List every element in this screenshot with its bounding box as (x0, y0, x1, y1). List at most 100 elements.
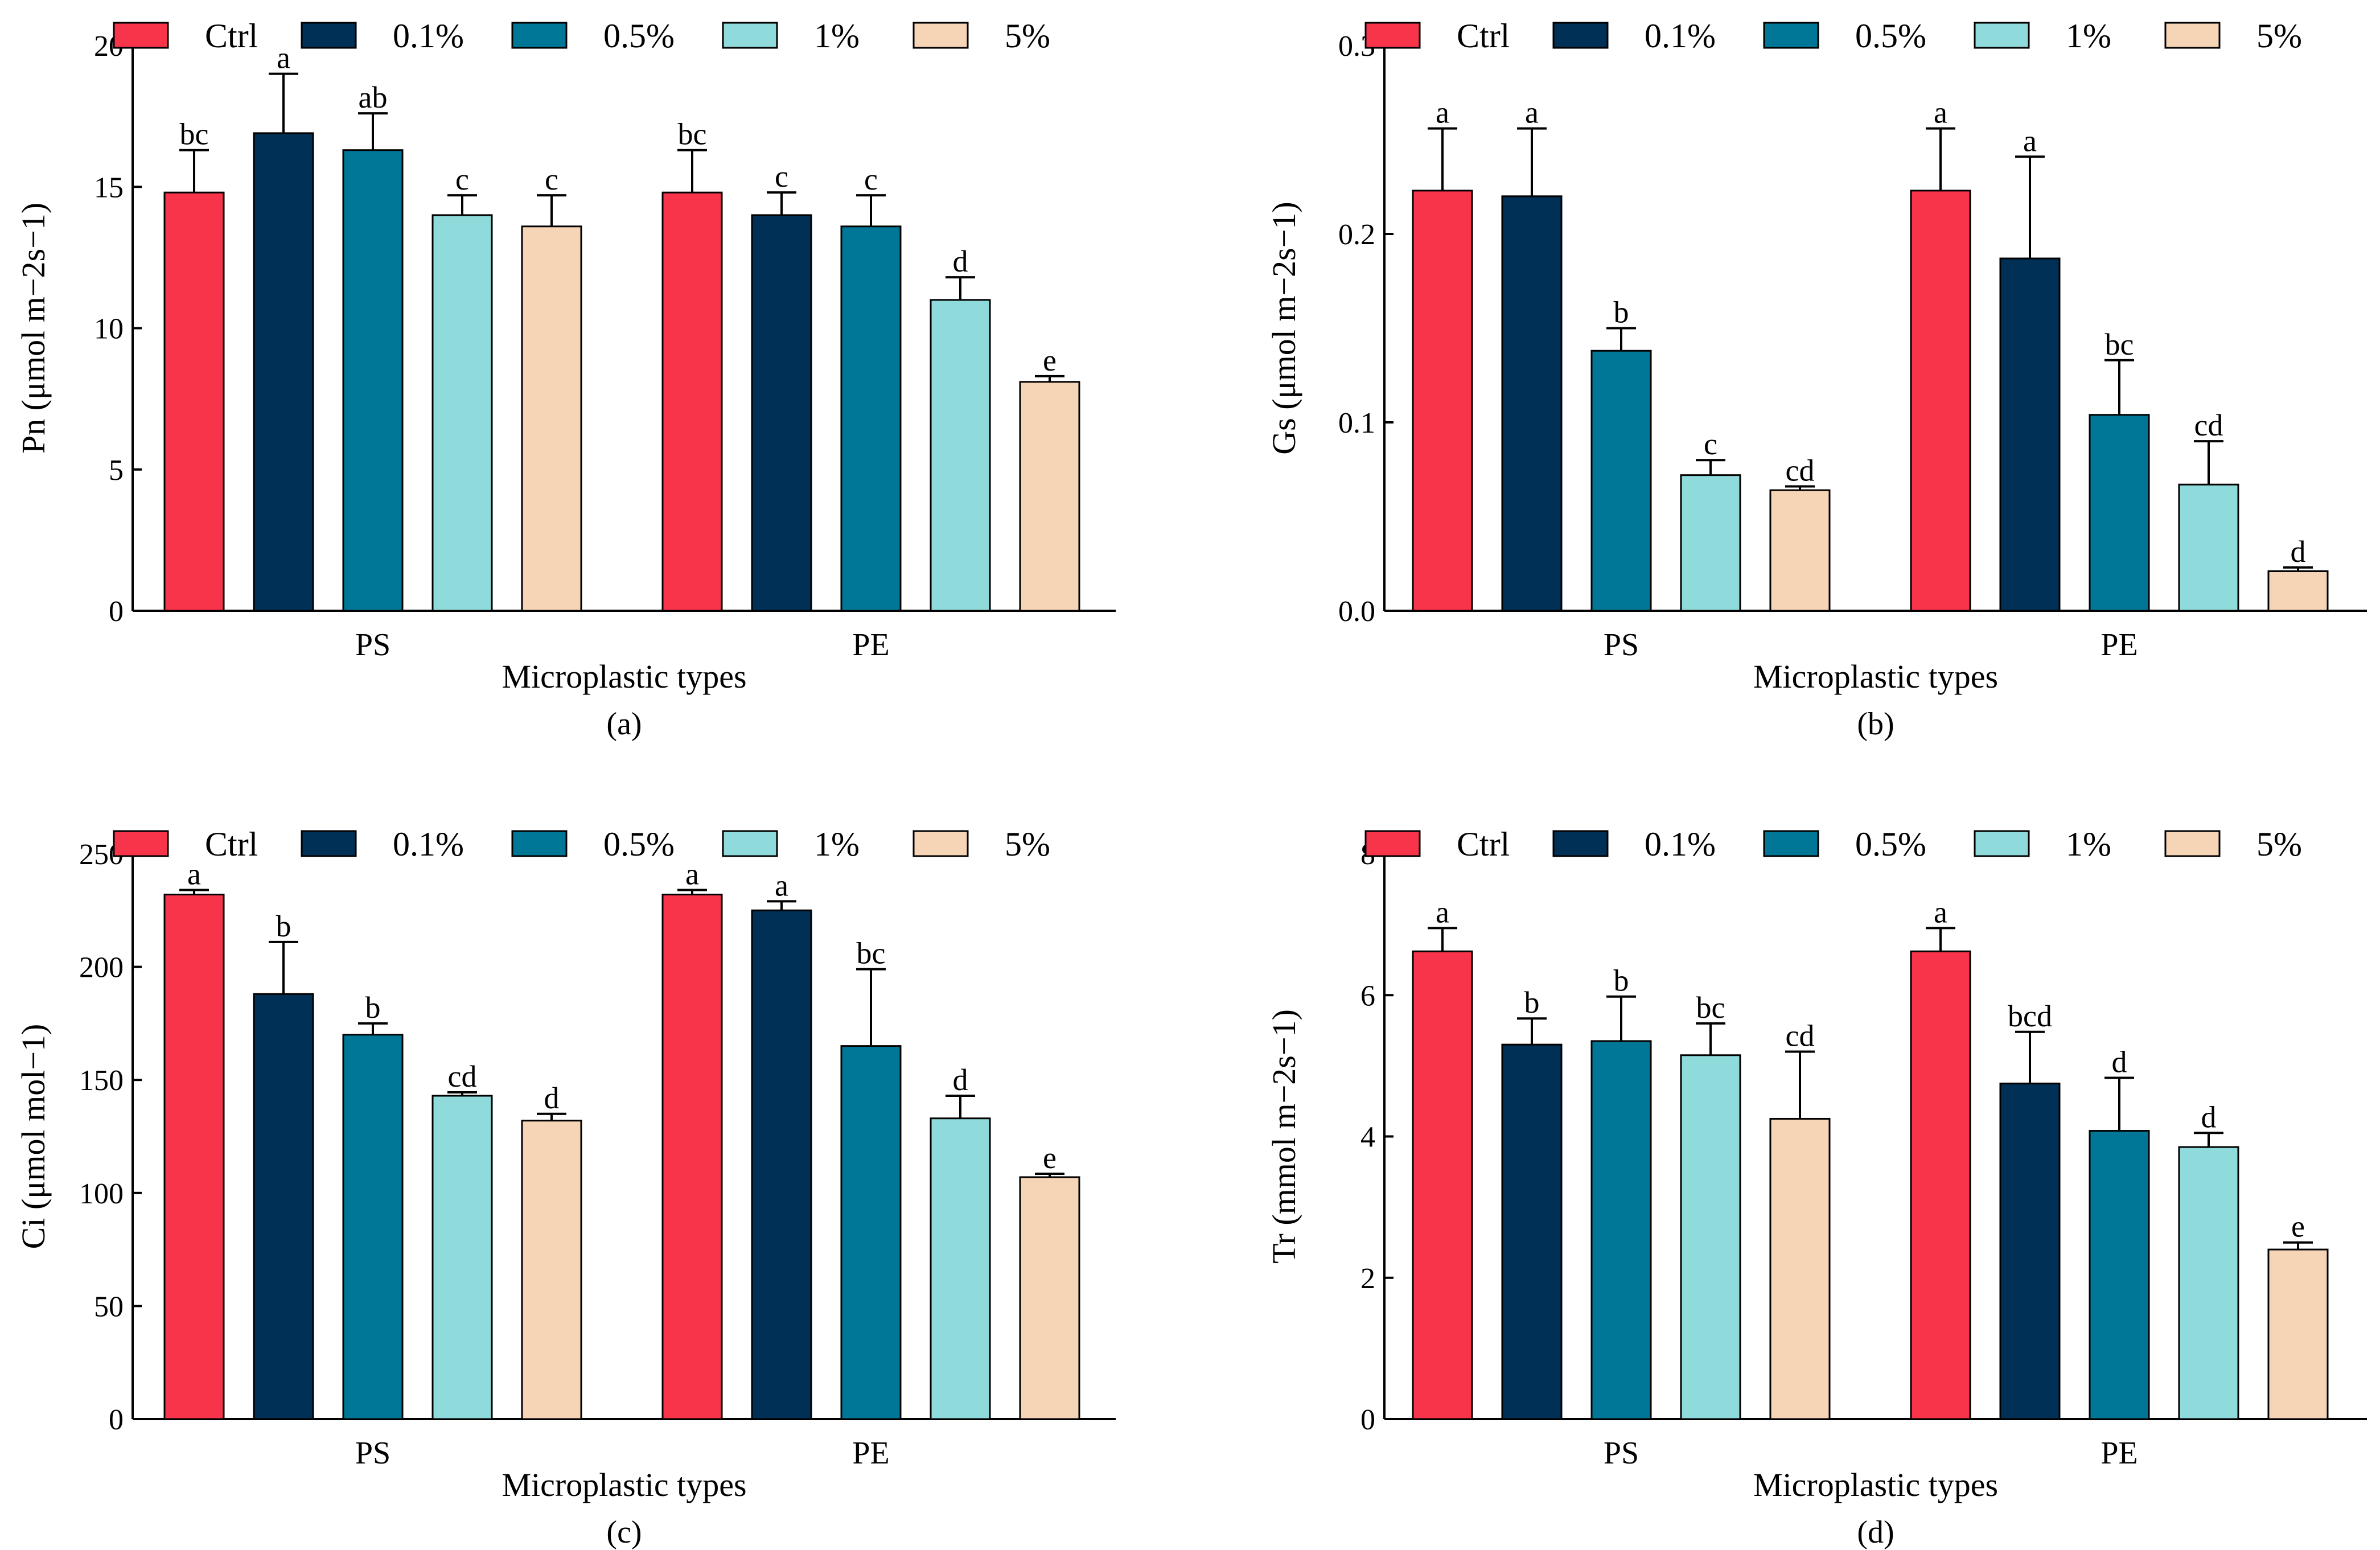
bar-pe-ctrl (1910, 190, 1971, 612)
legend-label: Ctrl (205, 17, 258, 55)
legend-swatch-1pct (722, 830, 778, 857)
legend-swatch-0p5pct (511, 830, 568, 857)
legend-label: 5% (1005, 17, 1050, 55)
significance-letter: a (2023, 124, 2037, 158)
bar-ps-ctrl (163, 191, 225, 612)
legend-label: 1% (814, 825, 860, 863)
bar-pe-0p1pct (1999, 1082, 2061, 1420)
significance-letter: a (1934, 96, 1947, 130)
legend: Ctrl 0.1% 0.5% 1% 5% (1364, 17, 2302, 55)
significance-letter: ab (359, 80, 388, 114)
x-category-label: PS (1604, 627, 1639, 663)
chart-panel-d: 02468abbbccdPSabcdddePEMicroplastic type… (1265, 825, 2367, 1550)
y-tick-label: 15 (94, 171, 124, 204)
bar-ps-0p5pct (342, 149, 404, 612)
significance-letter: b (1524, 985, 1540, 1019)
x-category-label: PE (852, 1436, 889, 1471)
significance-letter: d (2112, 1045, 2127, 1079)
bar-ps-5pct (521, 225, 582, 612)
y-tick-label: 2 (1360, 1263, 1375, 1295)
x-axis-title: Microplastic types (502, 1466, 746, 1503)
bar-pe-0p5pct (840, 1045, 902, 1420)
legend-label: 0.1% (393, 17, 464, 55)
significance-letter: b (1614, 964, 1629, 998)
significance-letter: bcd (2008, 999, 2052, 1033)
significance-letter: a (685, 857, 699, 891)
x-axis-title: Microplastic types (1753, 1466, 1998, 1503)
y-tick-label: 4 (1360, 1121, 1375, 1154)
bar-ps-5pct (1769, 489, 1831, 612)
significance-letter: c (1704, 427, 1717, 461)
bar-pe-0p5pct (2089, 1130, 2150, 1420)
bar-pe-ctrl (1910, 950, 1971, 1420)
bar-ps-ctrl (1412, 950, 1473, 1420)
legend: Ctrl 0.1% 0.5% 1% 5% (1364, 825, 2302, 863)
significance-letter: e (1043, 1141, 1057, 1175)
significance-letter: d (544, 1081, 560, 1115)
legend-label: 5% (2256, 825, 2302, 863)
bar-ps-0p1pct (253, 132, 314, 612)
panel-label: (d) (1857, 1515, 1894, 1550)
legend-label: 0.1% (1645, 17, 1716, 55)
y-tick-label: 100 (79, 1178, 124, 1210)
bar-ps-5pct (521, 1120, 582, 1420)
legend-label: 5% (1005, 825, 1050, 863)
legend-swatch-1pct (1974, 830, 2030, 857)
bar-ps-0p5pct (1590, 1040, 1652, 1420)
legend-swatch-0p1pct (301, 830, 357, 857)
bar-ps-ctrl (163, 893, 225, 1420)
significance-letter: d (2201, 1100, 2217, 1134)
legend-label: 0.5% (1855, 825, 1926, 863)
significance-letter: cd (448, 1059, 477, 1093)
y-tick-label: 150 (79, 1064, 124, 1097)
bar-ps-1pct (431, 214, 493, 612)
significance-letter: a (1436, 895, 1449, 929)
bar-pe-1pct (2178, 1146, 2239, 1420)
bar-pe-0p1pct (751, 909, 812, 1420)
y-axis-title: Tr (mmol m−2s−1) (1265, 1009, 1302, 1264)
y-tick-label: 0 (109, 1404, 124, 1436)
y-tick-label: 0.0 (1338, 595, 1375, 628)
bar-pe-ctrl (661, 893, 723, 1420)
legend-swatch-ctrl (113, 22, 169, 49)
y-tick-label: 200 (79, 952, 124, 984)
y-tick-label: 5 (109, 454, 124, 487)
y-axis-title: Ci (μmol mol−1) (15, 1024, 52, 1249)
legend-swatch-5pct (2164, 22, 2221, 49)
x-category-label: PE (852, 627, 889, 663)
significance-letter: b (365, 990, 381, 1025)
significance-letter: d (953, 244, 968, 278)
legend-swatch-1pct (722, 22, 778, 49)
legend: Ctrl 0.1% 0.5% 1% 5% (113, 825, 1050, 863)
significance-letter: cd (2194, 408, 2223, 442)
significance-letter: bc (2105, 327, 2134, 361)
bar-ps-ctrl (1412, 190, 1473, 612)
significance-letter: cd (1786, 454, 1815, 488)
significance-letter: d (2291, 535, 2306, 569)
legend-swatch-5pct (912, 22, 969, 49)
significance-letter: bc (857, 936, 886, 971)
legend-swatch-5pct (912, 830, 969, 857)
significance-letter: d (953, 1063, 968, 1097)
significance-letter: e (2291, 1210, 2305, 1244)
bar-ps-0p1pct (1501, 1043, 1563, 1420)
legend-label: Ctrl (1457, 825, 1510, 863)
y-tick-label: 0.1 (1338, 407, 1375, 439)
y-tick-label: 0 (109, 595, 124, 628)
bar-pe-0p1pct (1999, 257, 2061, 612)
legend-swatch-0p1pct (301, 22, 357, 49)
significance-letter: bc (180, 117, 209, 151)
legend-swatch-0p5pct (511, 22, 568, 49)
legend-swatch-5pct (2164, 830, 2221, 857)
x-axis-title: Microplastic types (502, 658, 746, 695)
bar-pe-ctrl (661, 191, 723, 612)
legend-label: 1% (2066, 17, 2111, 55)
bar-ps-0p5pct (342, 1034, 404, 1420)
significance-letter: a (1436, 96, 1449, 130)
x-category-label: PS (355, 1436, 390, 1471)
legend-swatch-0p5pct (1763, 830, 1819, 857)
bar-pe-0p5pct (2089, 414, 2150, 612)
